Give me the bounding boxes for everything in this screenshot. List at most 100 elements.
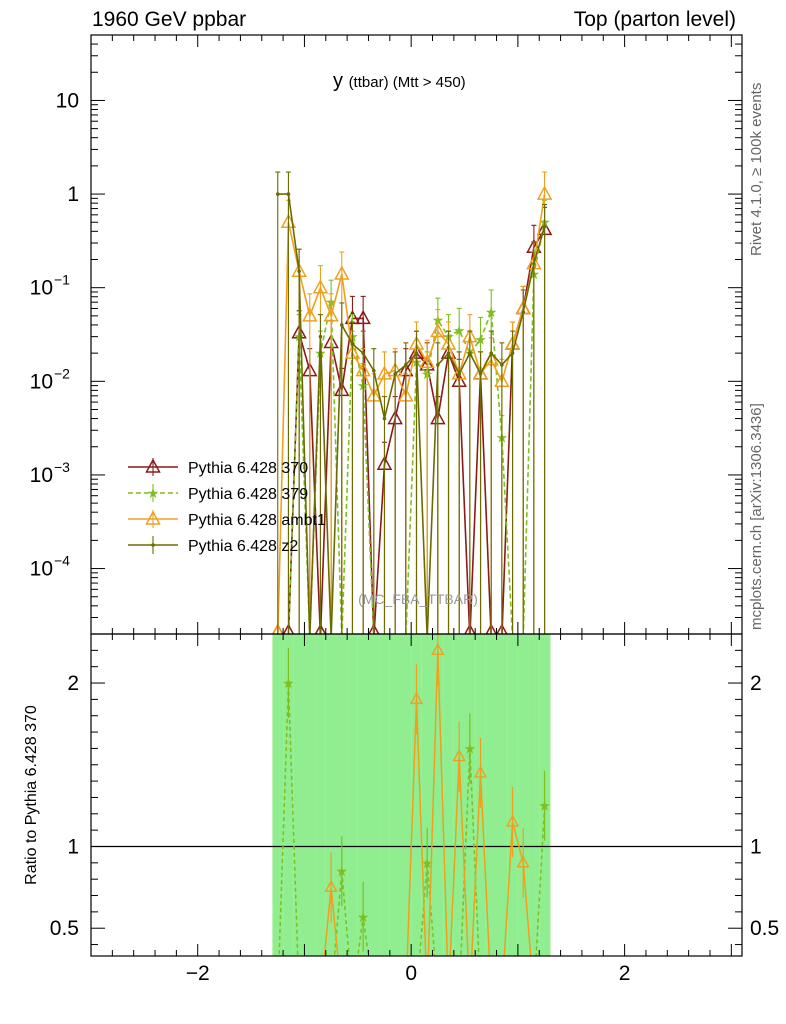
ratio-band-green — [304, 634, 316, 956]
header-left: 1960 GeV ppbar — [92, 8, 247, 31]
ratio-tick-label-right: 0.5 — [750, 917, 779, 940]
data-point — [457, 372, 461, 376]
data-point — [275, 192, 280, 196]
data-point — [393, 372, 397, 376]
data-point — [376, 365, 393, 380]
ratio-frame — [90, 633, 743, 957]
ratio-band-green — [389, 634, 401, 956]
data-point — [339, 323, 344, 327]
watermark: (MC_FBA_TTBAR) — [358, 591, 478, 607]
data-point — [489, 351, 494, 355]
ratio-ylabel: Ratio to Pythia 6.428 370 — [23, 705, 40, 885]
ratio-band-green — [272, 634, 284, 956]
ratio-band-green — [517, 634, 530, 956]
legend-marker — [151, 543, 155, 547]
y-tick-label-exponent: −2 — [54, 365, 70, 381]
data-point — [521, 310, 526, 314]
data-point — [312, 279, 329, 294]
data-point — [372, 368, 376, 373]
ratio-band-green — [496, 634, 508, 956]
ratio-band-green — [453, 634, 466, 956]
ratio-band-green — [293, 634, 305, 956]
legend-marker — [145, 510, 161, 525]
series-line — [277, 193, 546, 634]
data-point — [419, 353, 435, 368]
ratio-series-line — [323, 650, 532, 956]
legend-marker — [145, 458, 161, 473]
ratio-band-green — [368, 634, 380, 956]
data-point — [436, 363, 440, 367]
ratio-marker — [516, 855, 530, 868]
ratio-band-green — [347, 634, 359, 956]
ratio-tick-label: 0.5 — [50, 917, 79, 940]
data-point — [532, 261, 536, 266]
ratio-tick-label: 1 — [67, 835, 79, 858]
ratio-band-green — [485, 634, 498, 956]
data-point — [302, 307, 318, 322]
data-point: ★ — [453, 323, 466, 339]
data-point — [464, 623, 476, 634]
y-tick-label: 10 — [30, 370, 53, 393]
ratio-tick-label: 2 — [67, 672, 79, 695]
series-line — [287, 228, 546, 634]
main-lines: ★★★★★★★★★★★★★★★★ — [272, 171, 553, 634]
ratio-marker — [473, 765, 488, 778]
ratio-band-green — [421, 634, 434, 956]
ratio-band-green — [528, 634, 540, 956]
x-tick-label: −2 — [186, 962, 210, 985]
ratio-band-green — [336, 634, 348, 956]
y-tick-label-exponent: −1 — [54, 272, 70, 288]
data-point — [510, 351, 515, 355]
ratio-marker: ★ — [336, 864, 349, 880]
series-line — [287, 222, 546, 634]
data-point — [382, 416, 387, 421]
ratio-tick-label-right: 1 — [750, 835, 762, 858]
data-point — [297, 269, 301, 274]
ratio-marker — [505, 814, 520, 827]
y-tick-label: 10 — [30, 464, 53, 487]
data-point — [500, 363, 504, 367]
ratio-band-green — [400, 634, 412, 956]
header-right: Top (parton level) — [573, 8, 736, 31]
data-point — [272, 623, 284, 634]
ratio-band-green — [283, 634, 295, 956]
data-point — [542, 224, 547, 229]
ratio-marker — [452, 749, 466, 762]
data-point — [361, 351, 365, 355]
ratio-band-green — [315, 634, 327, 956]
data-point — [286, 192, 291, 196]
ratio-marker — [324, 879, 338, 893]
data-point — [536, 185, 553, 200]
ratio-tick-label-right: 2 — [750, 672, 762, 695]
data-point — [323, 307, 339, 322]
ratio-marker — [409, 691, 424, 705]
data-point — [350, 342, 355, 346]
y-tick-label: 10 — [30, 277, 53, 300]
plot-title-main: y — [333, 70, 349, 92]
ratio-band-green — [432, 634, 444, 956]
ratio-lines: ★ ★ ★ ★ ★ ★ — [278, 634, 551, 956]
data-point — [334, 265, 350, 280]
data-point — [282, 623, 295, 634]
y-tick-label-exponent: −4 — [54, 553, 70, 569]
plot-title-suffix: (ttbar) (Mtt > 450) — [349, 74, 466, 91]
legend-label: Pythia 6.428 ambt1 — [188, 512, 326, 529]
legend-marker: ★ — [147, 486, 160, 502]
ratio-marker: ★ — [538, 799, 551, 815]
data-point — [478, 372, 483, 376]
data-point: ★ — [485, 305, 498, 321]
data-point — [496, 623, 508, 634]
ratio-band-green — [357, 634, 369, 956]
ratio-marker — [431, 642, 445, 656]
y-tick-label: 10 — [56, 89, 79, 112]
data-point — [485, 623, 497, 634]
x-tick-label: 0 — [405, 962, 417, 985]
legend-label: Pythia 6.428 370 — [188, 460, 308, 477]
data-point — [318, 334, 323, 339]
plot-title: y (ttbar) (Mtt > 450) — [333, 70, 466, 92]
data-point — [314, 623, 327, 634]
ratio-band-green — [443, 634, 455, 956]
ratio-marker: ★ — [464, 741, 477, 757]
data-point — [430, 322, 446, 338]
